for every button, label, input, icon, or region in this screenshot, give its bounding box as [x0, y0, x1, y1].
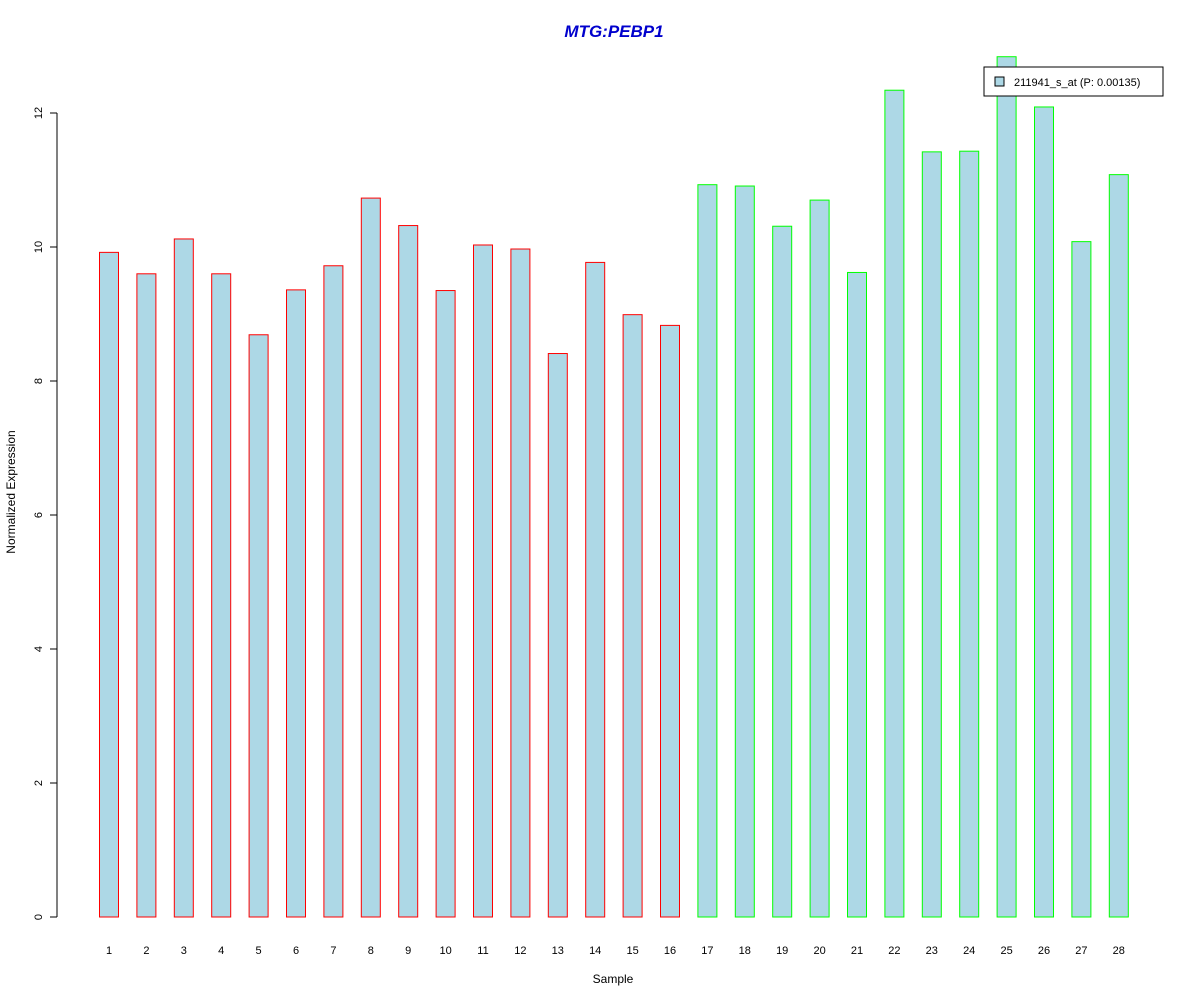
x-axis-label: Sample [593, 972, 634, 986]
y-axis: 0 2 4 6 8 10 12 [33, 107, 58, 920]
bar-sample-11 [473, 244, 493, 918]
x-tick-label: 25 [1000, 945, 1012, 957]
x-tick-label: 9 [405, 945, 411, 957]
legend-label: 211941_s_at (P: 0.00135) [1014, 77, 1140, 89]
legend-box [983, 66, 1164, 97]
bar-sample-5 [248, 334, 269, 918]
x-tick-label: 5 [256, 945, 262, 957]
bar-sample-3 [173, 238, 194, 918]
bar-sample-16 [660, 324, 680, 918]
y-tick-label: 4 [33, 646, 45, 652]
x-tick-label: 16 [664, 945, 676, 957]
y-ticks: 0 2 4 6 8 10 12 [33, 107, 57, 920]
x-tick-label: 3 [181, 945, 187, 957]
bar-sample-28 [1108, 174, 1129, 918]
x-tick-label: 4 [218, 945, 224, 957]
y-tick-label: 12 [33, 107, 45, 119]
x-tick-label: 23 [926, 945, 938, 957]
bar-sample-14 [585, 261, 606, 918]
bar-sample-19 [772, 225, 793, 918]
y-tick-label: 8 [33, 378, 45, 384]
x-tick-label: 12 [514, 945, 526, 957]
x-tick-label: 18 [739, 945, 751, 957]
bar-sample-18 [734, 185, 755, 918]
y-tick-label: 10 [33, 241, 45, 253]
bar-sample-7 [323, 265, 344, 918]
bar-sample-1 [99, 251, 119, 918]
x-tick-label: 17 [701, 945, 713, 957]
bar-sample-2 [136, 273, 157, 918]
bar-sample-6 [286, 289, 306, 918]
bar-sample-21 [847, 271, 867, 918]
bar-sample-23 [921, 151, 942, 918]
legend: 211941_s_at (P: 0.00135) [983, 66, 1164, 97]
bar-sample-13 [547, 353, 568, 918]
bar-sample-20 [809, 199, 830, 918]
x-tick-label: 11 [477, 945, 488, 957]
x-tick-label: 22 [888, 945, 900, 957]
bar-sample-15 [622, 314, 643, 918]
bar-sample-26 [1034, 106, 1054, 918]
bar-sample-10 [435, 290, 456, 918]
x-tick-label: 28 [1113, 945, 1125, 957]
x-tick-label: 10 [439, 945, 451, 957]
bar-sample-22 [884, 89, 905, 918]
bar-sample-9 [398, 225, 419, 918]
x-tick-label: 1 [106, 945, 112, 957]
x-tick-label: 20 [813, 945, 825, 957]
x-tick-label: 19 [776, 945, 788, 957]
bar-sample-4 [211, 273, 232, 918]
bar-sample-24 [959, 150, 980, 918]
x-tick-label: 26 [1038, 945, 1050, 957]
x-tick-label: 7 [330, 945, 336, 957]
bar-sample-25 [996, 56, 1017, 918]
y-tick-label: 6 [33, 512, 45, 518]
x-tick-label: 27 [1075, 945, 1087, 957]
x-tick-label: 15 [626, 945, 638, 957]
y-tick-label: 2 [33, 780, 45, 786]
x-tick-label: 24 [963, 945, 975, 957]
bar-sample-8 [360, 197, 381, 918]
bar-sample-12 [510, 248, 531, 918]
chart-title: MTG:PEBP1 [564, 22, 663, 41]
x-tick-label: 14 [589, 945, 601, 957]
x-tick-label: 2 [143, 945, 149, 957]
bar-sample-17 [697, 184, 718, 918]
x-tick-label: 21 [851, 945, 863, 957]
y-tick-label: 0 [33, 914, 45, 920]
legend-swatch [994, 76, 1005, 87]
x-tick-label: 8 [368, 945, 374, 957]
bar-sample-27 [1071, 241, 1092, 918]
x-tick-labels: 1 2 3 4 5 6 7 8 9 10 11 12 13 14 15 16 17 18 19 20 21 22 23 24 2… [106, 945, 1125, 957]
bars [99, 56, 1129, 918]
y-axis-label: Normalized Expression [4, 430, 18, 553]
x-tick-label: 13 [552, 945, 564, 957]
x-tick-label: 6 [293, 945, 299, 957]
